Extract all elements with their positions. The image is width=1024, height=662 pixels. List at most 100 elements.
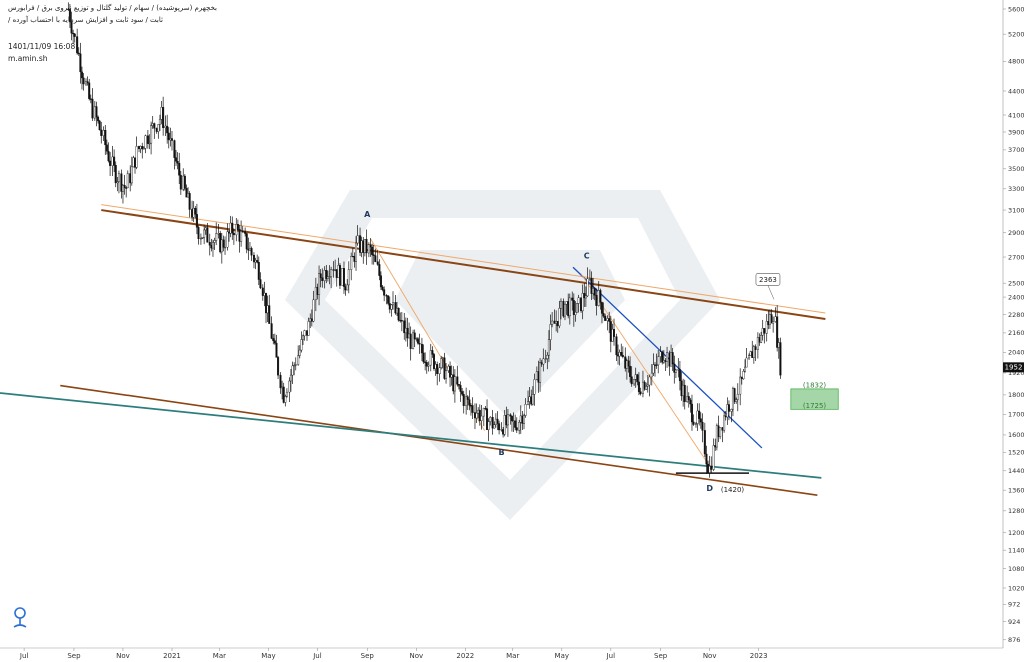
candle-body [416,338,419,344]
candle-body [540,362,543,365]
candle-body [250,248,253,256]
candle-body [256,260,259,263]
candle-body [686,396,689,403]
peak-callout-pointer [767,285,775,300]
candle-body [77,52,80,55]
y-tick-label: 1080 [1008,565,1024,573]
upper-channel-offset-line[interactable] [101,204,826,314]
y-tick-label: 4100 [1008,111,1024,119]
candle-body [139,146,142,150]
candle-body [629,365,632,377]
peak-callout-label: 2363 [759,276,777,284]
y-tick-label: 2040 [1008,349,1024,357]
candle-body [692,421,695,425]
candle-body [412,332,415,349]
candle-body [440,358,443,368]
candle-body [776,316,779,348]
candle-body [146,135,149,144]
candle-body [153,123,156,129]
candle-body [542,358,545,365]
lower-channel-line[interactable] [60,384,818,497]
x-tick-label: Nov [703,652,717,660]
candle-body [210,244,213,249]
target-zone-box[interactable] [790,388,839,410]
x-tick-label: Mar [506,652,519,660]
candle-body [717,425,720,438]
candle-body [359,235,362,253]
candle-body [307,321,310,336]
candle-body [641,381,644,395]
candle-body [494,418,497,425]
candle-body [334,269,337,271]
candle-body [509,414,512,417]
candle-body [409,333,412,349]
candle-body [514,420,517,428]
candle-body [247,248,250,251]
candle-body [427,364,430,367]
candle-body [690,403,693,423]
candle-body [215,233,218,241]
candle-body [399,319,402,322]
candle-body [363,239,366,253]
candle-body [120,173,123,192]
candle-body [355,242,358,262]
candle-body [383,289,386,296]
candle-body [266,305,269,314]
candle-body [107,150,110,162]
candle-body [160,107,163,120]
candle-body [624,356,627,369]
candle-body [229,222,232,234]
candle-body [710,465,713,470]
candle-body [724,415,727,418]
candle-body [284,396,287,403]
candle-body [480,415,483,422]
candle-body [224,246,227,249]
support-line[interactable] [0,392,822,479]
upper-channel-line[interactable] [101,209,826,321]
candle-body [639,391,642,395]
candle-body [369,244,372,248]
candle-body [238,229,241,242]
candle-body [397,307,400,321]
candle-body [744,366,747,372]
candle-body [760,335,763,343]
target-zone[interactable]: (1832) (1725) [790,381,839,410]
candle-body [680,380,683,397]
candle-body [261,287,264,296]
y-tick-label: 2160 [1008,329,1024,337]
candle-body [330,269,333,277]
candle-body [166,125,169,134]
candle-body [206,227,209,243]
candle-body [524,404,527,416]
candle-body [385,295,388,297]
candle-body [659,351,662,357]
candle-body [141,146,144,150]
candle-body [228,231,231,234]
candle-body [645,386,648,390]
candle-body [606,318,609,321]
candle-body [400,320,403,322]
candle-body [484,407,487,410]
candle-body [731,388,734,410]
candle-body [429,350,432,366]
candle-body [689,399,692,405]
candle-body [634,374,637,380]
candle-body [351,255,354,258]
candle-body [723,415,726,431]
candle-body [768,314,771,325]
candle-body [687,396,690,401]
candle-body [240,231,243,242]
candle-body [765,321,768,334]
candle-body [89,98,92,100]
candle-body [539,362,542,383]
wave-label-b: B [498,448,504,457]
candle-body [595,295,598,306]
trend-lines[interactable] [0,204,826,497]
candle-body [157,124,160,132]
candle-body [129,173,132,184]
candle-body [519,415,522,423]
y-tick-label: 3300 [1008,185,1024,193]
app-logo-icon[interactable] [13,607,27,628]
candle-body [199,238,202,240]
